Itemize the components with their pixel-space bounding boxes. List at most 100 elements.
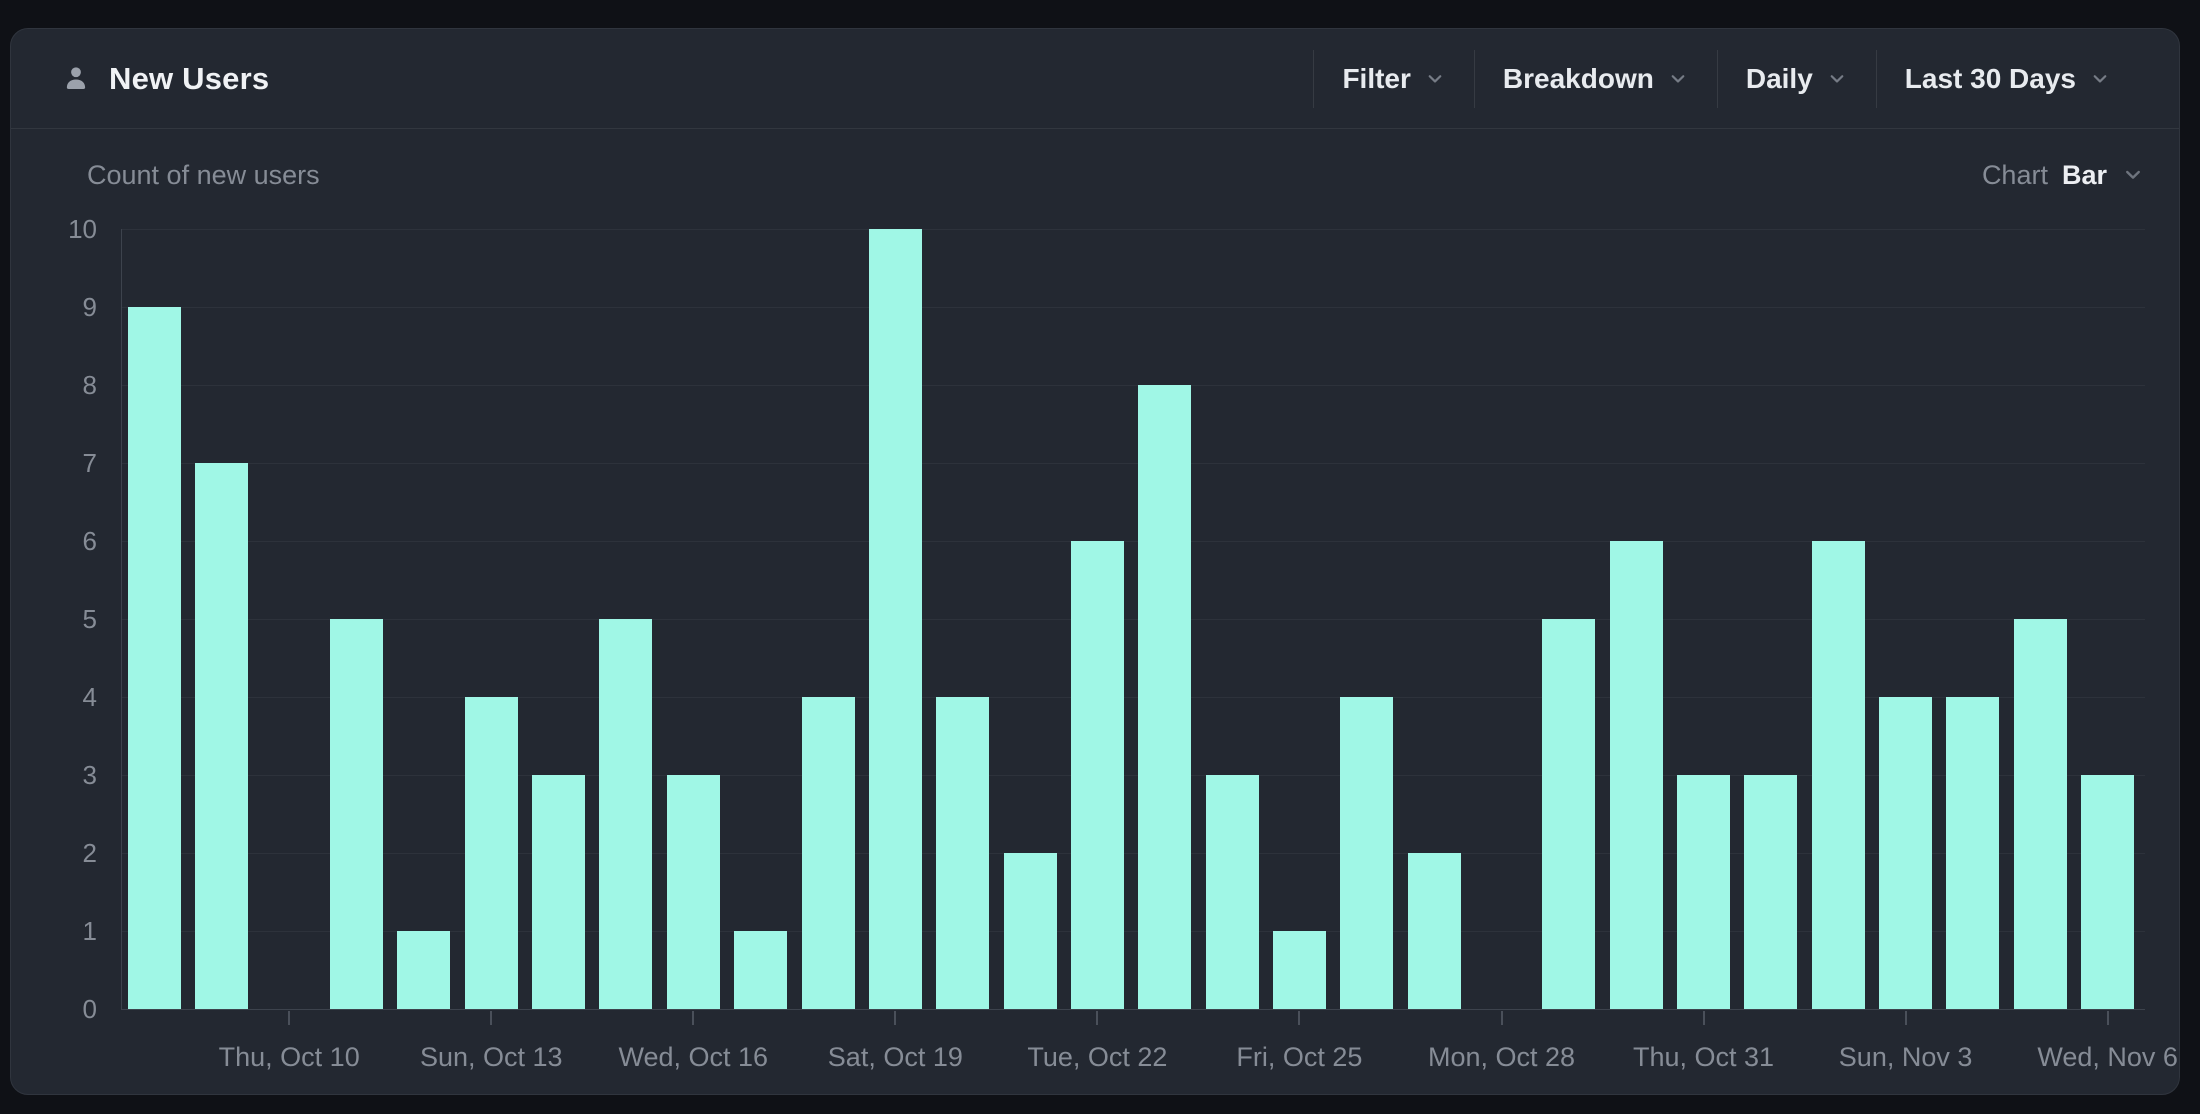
chart-type-label: Chart bbox=[1981, 159, 2048, 190]
x-axis-tick bbox=[288, 1011, 291, 1025]
bar[interactable] bbox=[2013, 619, 2067, 1009]
bar[interactable] bbox=[128, 307, 181, 1009]
chevron-down-icon bbox=[2093, 74, 2107, 83]
x-axis-tick-label: Mon, Oct 28 bbox=[1427, 1042, 1576, 1072]
chevron-down-icon bbox=[2126, 170, 2140, 179]
x-axis-tick bbox=[692, 1011, 695, 1025]
bar[interactable] bbox=[1407, 853, 1461, 1009]
x-axis-tick-label: Thu, Oct 10 bbox=[218, 1042, 360, 1072]
bar[interactable] bbox=[2081, 775, 2135, 1009]
y-axis-tick-label: 9 bbox=[82, 292, 97, 322]
y-axis-tick-label: 0 bbox=[82, 994, 97, 1024]
x-axis-tick bbox=[1702, 1011, 1705, 1025]
x-axis-tick bbox=[1298, 1011, 1301, 1025]
gridline bbox=[121, 619, 2145, 620]
x-axis-tick bbox=[894, 1011, 897, 1025]
new-users-card: New Users Filter Breakdown Daily Last 30… bbox=[10, 28, 2180, 1095]
y-axis-tick-label: 6 bbox=[82, 526, 97, 556]
chevron-down-icon bbox=[1428, 74, 1442, 83]
chart-type-selector[interactable]: Chart Bar bbox=[1982, 160, 2145, 191]
bar[interactable] bbox=[666, 775, 720, 1009]
bar[interactable] bbox=[1542, 619, 1596, 1009]
filter-label: Filter bbox=[1342, 62, 1411, 94]
x-axis-tick-label: Wed, Nov 6 bbox=[2037, 1042, 2178, 1072]
x-axis-tick-label: Sun, Nov 3 bbox=[1838, 1042, 1973, 1072]
bar[interactable] bbox=[936, 697, 990, 1009]
control-separator bbox=[1875, 49, 1877, 108]
gridline bbox=[121, 853, 2145, 854]
bar[interactable] bbox=[1879, 697, 1933, 1009]
bar-chart-plot: 0 1 2 3 4 5 6 7 8 9 10 Thu, Oct 10 Sun, Oct 13 Wed, O… bbox=[11, 29, 2179, 1094]
control-separator bbox=[1313, 49, 1315, 108]
bar[interactable] bbox=[1946, 697, 2000, 1009]
y-axis-tick-label: 5 bbox=[82, 604, 97, 634]
gridline bbox=[121, 775, 2145, 776]
y-axis-tick-label: 2 bbox=[82, 838, 97, 868]
x-axis-tick bbox=[1096, 1011, 1099, 1025]
gridline bbox=[121, 463, 2145, 464]
x-axis-tick bbox=[2106, 1011, 2109, 1025]
bar[interactable] bbox=[1138, 385, 1192, 1009]
y-axis-tick-label: 4 bbox=[82, 682, 97, 712]
gridline bbox=[121, 385, 2145, 386]
x-axis-tick bbox=[1500, 1011, 1503, 1025]
filter-dropdown[interactable]: Filter bbox=[1314, 63, 1473, 95]
x-axis-tick-label: Fri, Oct 25 bbox=[1236, 1042, 1363, 1072]
bar[interactable] bbox=[1744, 775, 1798, 1009]
bar[interactable] bbox=[195, 463, 249, 1009]
bar[interactable] bbox=[1811, 541, 1865, 1009]
granularity-dropdown[interactable]: Daily bbox=[1718, 63, 1876, 95]
granularity-label: Daily bbox=[1745, 62, 1813, 94]
x-axis-tick bbox=[1904, 1011, 1907, 1025]
x-axis-tick bbox=[490, 1011, 493, 1025]
bar[interactable] bbox=[1272, 931, 1326, 1009]
gridline bbox=[121, 229, 2145, 230]
bar[interactable] bbox=[1609, 541, 1663, 1009]
bar[interactable] bbox=[599, 619, 653, 1009]
page-title: New Users bbox=[109, 60, 270, 96]
y-axis-tick-label: 7 bbox=[82, 448, 97, 478]
chart-subtitle: Count of new users bbox=[87, 159, 320, 190]
x-axis-line bbox=[121, 1009, 2145, 1010]
chevron-down-icon bbox=[1671, 74, 1685, 83]
y-axis-tick-label: 10 bbox=[68, 214, 97, 244]
bar[interactable] bbox=[1003, 853, 1057, 1009]
chevron-down-icon bbox=[1830, 74, 1844, 83]
x-axis-tick-label: Wed, Oct 16 bbox=[618, 1042, 769, 1072]
bar[interactable] bbox=[1677, 775, 1731, 1009]
control-separator bbox=[1716, 49, 1718, 108]
bar[interactable] bbox=[1070, 541, 1124, 1009]
y-axis-tick-label: 1 bbox=[82, 916, 97, 946]
x-axis-tick-label: Thu, Oct 31 bbox=[1633, 1042, 1775, 1072]
chart-toolbar: Count of new users Chart Bar bbox=[87, 155, 2145, 195]
control-separator bbox=[1473, 49, 1475, 108]
card-header: New Users Filter Breakdown Daily Last 30… bbox=[11, 29, 2179, 129]
bar[interactable] bbox=[464, 697, 518, 1009]
bar[interactable] bbox=[330, 619, 384, 1009]
bar[interactable] bbox=[801, 697, 855, 1009]
chart-type-value: Bar bbox=[2061, 159, 2107, 190]
breakdown-label: Breakdown bbox=[1502, 62, 1654, 94]
user-icon bbox=[61, 64, 91, 94]
date-range-label: Last 30 Days bbox=[1904, 62, 2076, 94]
y-axis-line bbox=[121, 229, 122, 1009]
header-controls: Filter Breakdown Daily Last 30 Days bbox=[1313, 29, 2139, 128]
bar[interactable] bbox=[868, 229, 922, 1009]
bar[interactable] bbox=[734, 931, 788, 1009]
x-axis-tick-label: Tue, Oct 22 bbox=[1027, 1042, 1168, 1072]
gridline bbox=[121, 697, 2145, 698]
y-axis-tick-label: 8 bbox=[82, 370, 97, 400]
title-group: New Users bbox=[61, 61, 269, 97]
bar[interactable] bbox=[397, 931, 451, 1009]
breakdown-dropdown[interactable]: Breakdown bbox=[1475, 63, 1717, 95]
gridline bbox=[121, 307, 2145, 308]
y-axis-tick-label: 3 bbox=[82, 760, 97, 790]
date-range-dropdown[interactable]: Last 30 Days bbox=[1877, 63, 2139, 95]
gridline bbox=[121, 931, 2145, 932]
gridline bbox=[121, 541, 2145, 542]
bar[interactable] bbox=[532, 775, 586, 1009]
x-axis-tick-label: Sun, Oct 13 bbox=[419, 1042, 563, 1072]
bar[interactable] bbox=[1205, 775, 1259, 1009]
x-axis-tick-label: Sat, Oct 19 bbox=[827, 1042, 963, 1072]
bar[interactable] bbox=[1340, 697, 1394, 1009]
